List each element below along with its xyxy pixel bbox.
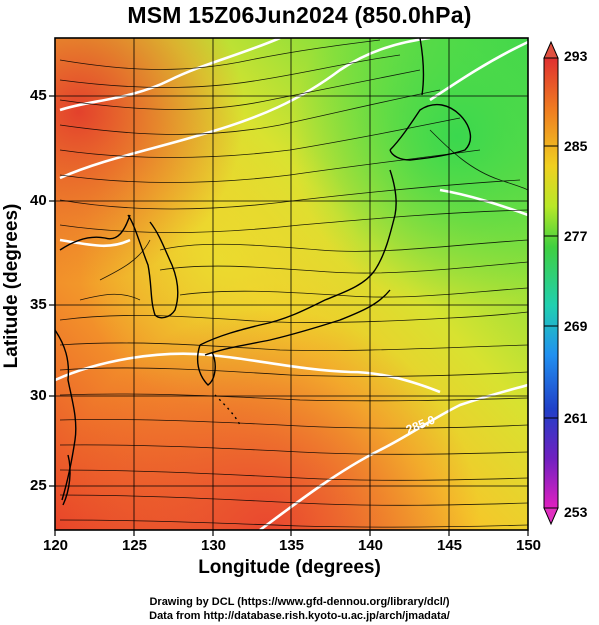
axis-ticks: [49, 95, 529, 536]
x-tick-125: 125: [122, 537, 148, 554]
map-title: MSM 15Z06Jun2024 (850.0hPa): [127, 2, 472, 28]
y-axis-label: Latitude (degrees): [1, 203, 22, 369]
y-tick-35: 35: [30, 296, 47, 313]
colorbar-tick-277: 277: [564, 228, 588, 244]
x-tick-130: 130: [201, 537, 227, 554]
credit-drawing: Drawing by DCL (https://www.gfd-dennou.o…: [149, 596, 450, 608]
colorbar: [543, 40, 559, 526]
credit-data: Data from http://database.rish.kyoto-u.a…: [149, 610, 450, 622]
y-tick-25: 25: [30, 477, 47, 494]
colorbar-tick-261: 261: [564, 410, 588, 426]
x-tick-120: 120: [43, 537, 69, 554]
contour-lines: [55, 38, 528, 530]
colorbar-tick-269: 269: [564, 318, 588, 334]
colorbar-tick-285: 285: [564, 138, 588, 154]
temperature-field: [55, 38, 528, 530]
colorbar-tick-253: 253: [564, 504, 588, 520]
colorbar-min-arrow: [543, 507, 559, 526]
y-tick-40: 40: [30, 192, 47, 209]
x-tick-135: 135: [279, 537, 305, 554]
x-axis-label: Longitude (degrees): [198, 557, 381, 578]
colorbar-max-arrow: [543, 40, 559, 59]
wind-streamlines: [59, 39, 528, 528]
x-tick-150: 150: [516, 537, 542, 554]
lat-lon-grid: [55, 38, 528, 530]
x-tick-140: 140: [358, 537, 384, 554]
colorbar-tick-293: 293: [564, 48, 588, 64]
y-tick-30: 30: [30, 387, 47, 404]
x-tick-145: 145: [437, 537, 463, 554]
y-tick-45: 45: [30, 87, 47, 104]
